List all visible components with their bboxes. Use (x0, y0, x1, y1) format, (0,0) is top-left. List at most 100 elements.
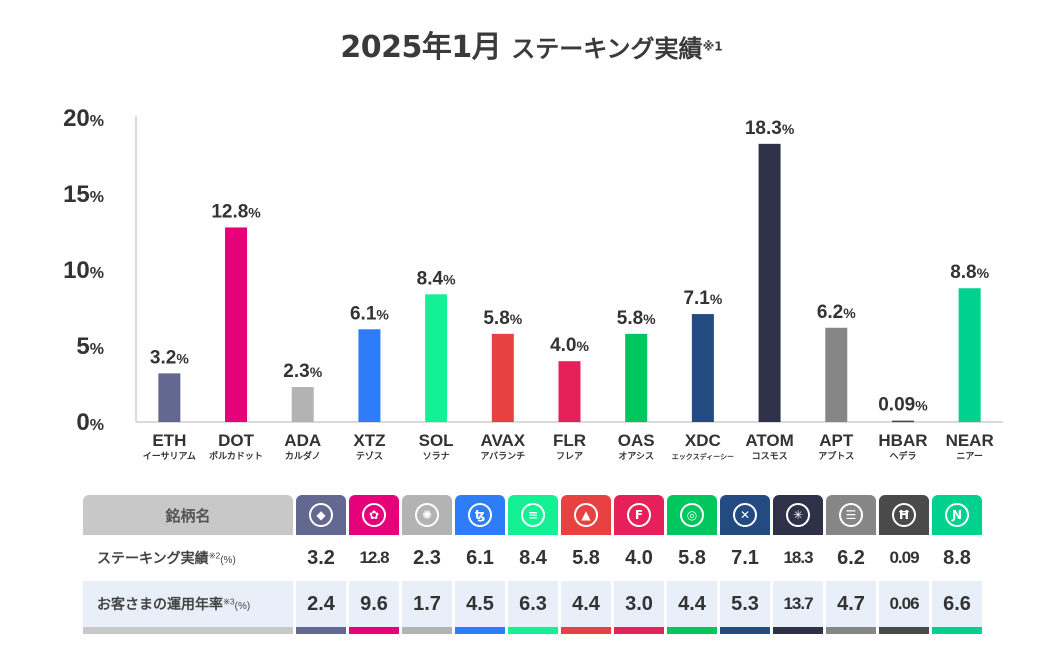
sol-icon: ≡ (521, 503, 545, 527)
table-cell-flr-r0: 4.0 (614, 535, 664, 581)
y-tick-label-0: 0% (76, 409, 104, 436)
table-cell-xtz-r1: 4.5 (455, 581, 505, 627)
bar-ada (291, 387, 314, 422)
table-cell-xdc-r0: 7.1 (720, 535, 770, 581)
footer-bar-eth (296, 627, 346, 634)
value-label-near: 8.8% (950, 262, 989, 283)
x-tick-label-dot: DOT (218, 431, 255, 450)
bar-xdc (691, 314, 714, 422)
y-tick-label-5: 5% (76, 333, 104, 360)
table-cell-apt-r0: 6.2 (826, 535, 876, 581)
table-cell-near-r0: 8.8 (932, 535, 982, 581)
apt-icon: ☰ (839, 503, 863, 527)
bar-dot (225, 227, 248, 422)
bar-hbar (891, 420, 914, 423)
table-cell-atom-r1: 13.7 (773, 581, 823, 627)
footer-bar-ada (402, 627, 452, 634)
flr-icon: F (627, 503, 651, 527)
value-label-xtz: 6.1% (350, 303, 389, 324)
footer-bar-xtz (455, 627, 505, 634)
dot-icon: ✿ (362, 503, 386, 527)
footer-bar-near (932, 627, 982, 634)
footer-bar-dot (349, 627, 399, 634)
x-tick-kana-near: ニアー (956, 451, 982, 460)
header-coin-avax: ▲ (561, 495, 611, 535)
title-note: ※1 (702, 39, 723, 54)
table-cell-xdc-r1: 5.3 (720, 581, 770, 627)
value-label-sol: 8.4% (417, 268, 456, 289)
x-tick-kana-apt: アプトス (818, 450, 854, 460)
chart-title: 2025年1月 ステーキング実績※1 (0, 22, 1063, 66)
x-tick-label-avax: AVAX (480, 431, 525, 450)
table-cell-sol-r1: 6.3 (508, 581, 558, 627)
footer-bar-flr (614, 627, 664, 634)
staking-table: 銘柄名 ◆ ✿ ✺ ꜩ ≡ ▲ F ◎ ✕ ✳ ☰ Ħ Ɲ ステーキング実績※2(%) 3.2 12.8 2… (80, 495, 985, 634)
table-cell-dot-r0: 12.8 (349, 535, 399, 581)
x-tick-kana-hbar: ヘデラ (889, 450, 916, 460)
bar-eth (158, 373, 181, 422)
oas-icon: ◎ (680, 503, 704, 527)
table-cell-hbar-r1: 0.06 (879, 581, 929, 627)
table-cell-ada-r1: 1.7 (402, 581, 452, 627)
table-cell-sol-r0: 8.4 (508, 535, 558, 581)
title-main: 2025年1月 (340, 30, 502, 65)
header-name-cell: 銘柄名 (83, 495, 293, 535)
x-tick-kana-oas: オアシス (618, 451, 654, 460)
table-cell-atom-r0: 18.3 (773, 535, 823, 581)
table-cell-hbar-r0: 0.09 (879, 535, 929, 581)
value-label-oas: 5.8% (617, 308, 656, 329)
header-coin-apt: ☰ (826, 495, 876, 535)
row-label-staking: ステーキング実績※2(%) (83, 535, 293, 581)
x-tick-kana-xdc: エックスディーシー (672, 452, 734, 460)
y-tick-label-20: 20% (63, 105, 104, 132)
table-cell-oas-r0: 5.8 (667, 535, 717, 581)
header-coin-xdc: ✕ (720, 495, 770, 535)
bar-flr (558, 361, 581, 422)
y-tick-label-10: 10% (63, 257, 104, 284)
x-tick-kana-dot: ポルカドット (209, 450, 263, 460)
ada-icon: ✺ (415, 503, 439, 527)
x-tick-label-eth: ETH (152, 431, 186, 450)
footer-bar-apt (826, 627, 876, 634)
bar-oas (625, 333, 648, 422)
value-label-apt: 6.2% (817, 302, 856, 323)
header-coin-flr: F (614, 495, 664, 535)
table-cell-apt-r1: 4.7 (826, 581, 876, 627)
footer-bar-hbar (879, 627, 929, 634)
value-label-avax: 5.8% (483, 308, 522, 329)
x-tick-kana-flr: フレア (556, 451, 583, 460)
value-label-xdc: 7.1% (683, 288, 722, 309)
hbar-icon: Ħ (892, 503, 916, 527)
x-tick-label-ada: ADA (284, 431, 321, 450)
x-tick-label-apt: APT (819, 431, 854, 450)
bar-sol (425, 294, 448, 422)
bar-xtz (358, 329, 381, 422)
value-label-dot: 12.8% (211, 201, 261, 222)
x-tick-kana-ada: カルダノ (285, 450, 321, 460)
x-tick-label-atom: ATOM (745, 431, 793, 450)
header-coin-sol: ≡ (508, 495, 558, 535)
atom-icon: ✳ (786, 503, 810, 527)
header-coin-xtz: ꜩ (455, 495, 505, 535)
table-cell-xtz-r0: 6.1 (455, 535, 505, 581)
table-cell-oas-r1: 4.4 (667, 581, 717, 627)
value-label-ada: 2.3% (283, 361, 322, 382)
value-label-hbar: 0.09% (878, 395, 928, 416)
y-tick-label-15: 15% (63, 181, 104, 208)
table-cell-avax-r1: 4.4 (561, 581, 611, 627)
footer-bar-xdc (720, 627, 770, 634)
x-tick-label-flr: FLR (553, 431, 586, 450)
value-label-flr: 4.0% (550, 335, 589, 356)
x-tick-label-near: NEAR (946, 431, 994, 450)
x-tick-label-hbar: HBAR (878, 431, 927, 450)
footer-bar-avax (561, 627, 611, 634)
header-coin-near: Ɲ (932, 495, 982, 535)
footer-bar-atom (773, 627, 823, 634)
near-icon: Ɲ (945, 503, 969, 527)
eth-icon: ◆ (309, 503, 333, 527)
bar-avax (491, 333, 514, 422)
header-coin-eth: ◆ (296, 495, 346, 535)
bar-apt (825, 327, 848, 422)
header-coin-dot: ✿ (349, 495, 399, 535)
